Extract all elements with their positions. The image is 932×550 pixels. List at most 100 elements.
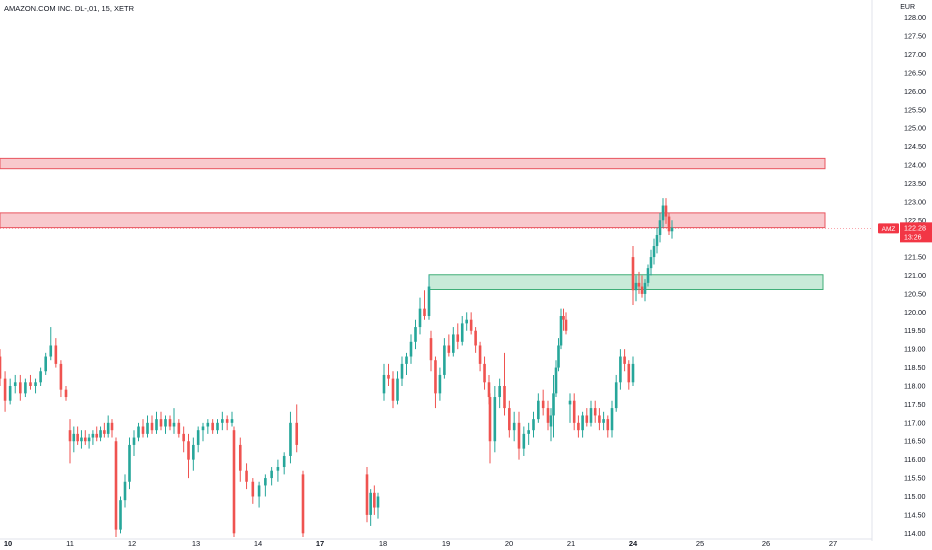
candle-body xyxy=(106,422,110,434)
candle xyxy=(257,481,261,508)
candle xyxy=(670,220,674,239)
candle xyxy=(581,411,584,438)
candle-body xyxy=(245,470,248,482)
y-tick-label: 119.00 xyxy=(904,345,925,354)
candle xyxy=(585,408,589,427)
candle-body xyxy=(619,356,622,383)
candle xyxy=(8,378,12,405)
candle xyxy=(418,297,422,335)
candle-body xyxy=(418,308,422,328)
candle xyxy=(564,312,568,335)
y-tick-label: 118.00 xyxy=(904,381,925,390)
candle xyxy=(376,492,380,519)
candle xyxy=(238,437,242,482)
candle-body xyxy=(631,257,635,291)
y-tick-label: 120.50 xyxy=(904,289,926,298)
candle-body xyxy=(87,437,91,442)
candle-body xyxy=(438,374,442,394)
y-tick-label: 123.50 xyxy=(904,179,926,188)
candle-body xyxy=(658,220,662,235)
candle-body xyxy=(182,433,185,442)
candle-body xyxy=(469,319,473,331)
candle xyxy=(423,290,426,320)
candle-body xyxy=(627,363,631,383)
candle-body xyxy=(577,422,580,431)
candle-body xyxy=(414,327,417,342)
candle xyxy=(391,371,395,409)
candle-body xyxy=(289,422,292,456)
candle xyxy=(405,352,408,375)
candle xyxy=(172,408,176,434)
candle-body xyxy=(427,286,431,317)
candle xyxy=(557,338,560,372)
candle xyxy=(512,411,516,442)
candle xyxy=(91,430,95,445)
candle xyxy=(627,360,631,390)
candle xyxy=(614,374,618,412)
candle-body xyxy=(49,345,53,357)
candle xyxy=(483,356,486,390)
candle xyxy=(146,415,149,438)
candle-body xyxy=(522,433,526,449)
candle xyxy=(396,371,399,405)
y-tick-label: 117.00 xyxy=(904,418,925,427)
candle-body xyxy=(95,433,99,438)
candle-body xyxy=(423,308,426,317)
candle-body xyxy=(483,363,486,383)
candle-body xyxy=(177,422,181,434)
candle xyxy=(159,411,163,431)
candle-body xyxy=(192,444,195,460)
candle-body xyxy=(382,374,386,394)
candle-body xyxy=(3,378,7,401)
candle-body xyxy=(670,227,674,232)
candle xyxy=(59,360,63,398)
candle xyxy=(245,463,248,490)
candle-body xyxy=(661,205,665,221)
candle xyxy=(532,411,535,438)
candle-body xyxy=(114,441,118,530)
x-tick-label: 17 xyxy=(316,539,324,548)
candle-body xyxy=(643,282,647,294)
candle-body xyxy=(664,205,668,217)
candle-body xyxy=(123,481,127,501)
candle-body xyxy=(232,430,236,534)
symbol-tag-bg xyxy=(878,223,899,234)
candle xyxy=(39,367,42,386)
candle-body xyxy=(409,341,413,357)
candle xyxy=(503,352,506,416)
candle-body xyxy=(264,478,267,486)
candle-body xyxy=(488,397,492,442)
candle xyxy=(76,426,79,445)
candle xyxy=(488,393,492,464)
candle-body xyxy=(257,485,261,497)
candle xyxy=(141,419,145,438)
candle-body xyxy=(568,400,572,405)
candle-body xyxy=(13,382,17,386)
x-tick-label: 19 xyxy=(442,539,450,548)
candle xyxy=(128,437,131,490)
candle xyxy=(295,404,299,453)
candle xyxy=(452,327,455,357)
candle xyxy=(652,238,656,265)
candle xyxy=(517,411,521,460)
candle-body xyxy=(655,234,659,247)
candle xyxy=(29,374,32,390)
candle xyxy=(24,378,27,398)
candle xyxy=(661,198,665,228)
support-zone-3 xyxy=(428,274,824,290)
candle xyxy=(216,419,219,434)
candle xyxy=(54,338,58,368)
candle xyxy=(99,426,102,442)
candle-body xyxy=(146,422,149,434)
candle xyxy=(429,330,433,372)
y-tick-label: 119.50 xyxy=(904,326,925,335)
candle xyxy=(264,474,267,497)
candle xyxy=(634,275,638,302)
candle xyxy=(623,349,626,372)
candle-body xyxy=(508,408,511,431)
candle xyxy=(83,430,87,445)
candle-body xyxy=(610,408,614,431)
x-tick-label: 13 xyxy=(192,539,200,548)
